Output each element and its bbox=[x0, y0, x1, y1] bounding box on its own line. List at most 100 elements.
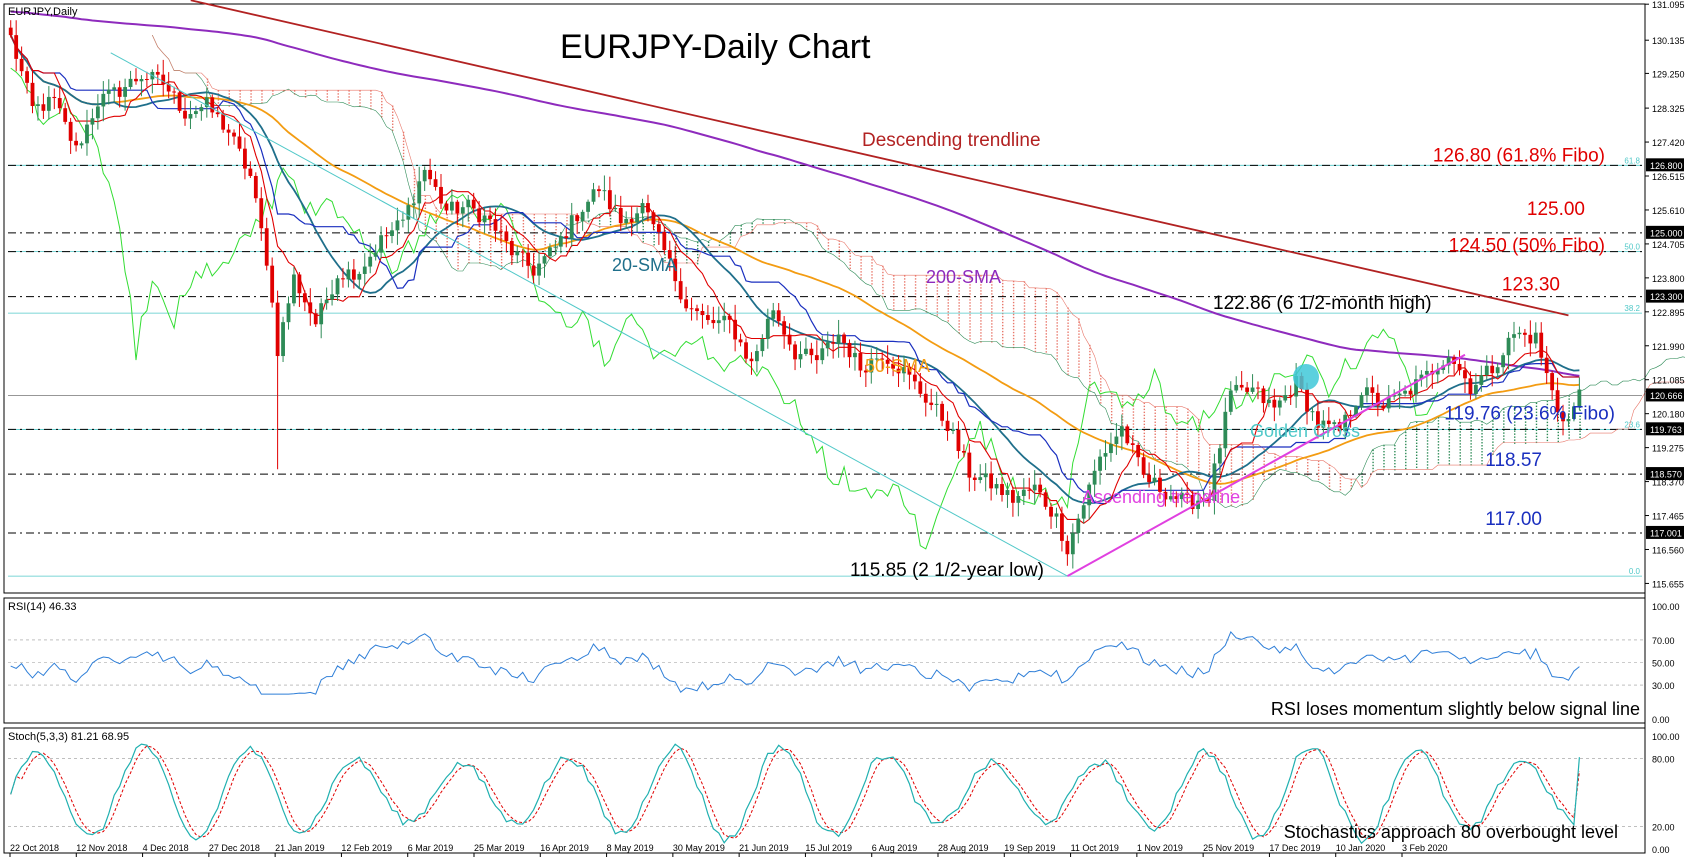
cloud-dot bbox=[370, 93, 372, 95]
cloud-dot bbox=[261, 99, 263, 101]
candle-body bbox=[493, 219, 498, 231]
cloud-dot bbox=[1034, 305, 1037, 308]
cloud-dot bbox=[1023, 344, 1026, 346]
cloud-dot bbox=[206, 84, 209, 86]
cloud-dot bbox=[1546, 436, 1549, 439]
candle-body bbox=[1365, 387, 1369, 396]
candle-body bbox=[1397, 393, 1402, 396]
senkou-span-a bbox=[152, 34, 1685, 509]
cloud-dot bbox=[991, 299, 993, 301]
cloud-dot bbox=[544, 243, 546, 246]
cloud-dot bbox=[969, 299, 971, 301]
cloud-dot bbox=[980, 317, 982, 319]
cloud-dot bbox=[457, 237, 459, 240]
candle-body bbox=[640, 203, 645, 214]
cloud-dot bbox=[1514, 409, 1516, 411]
cloud-dot bbox=[1535, 414, 1538, 417]
candle-body bbox=[488, 215, 492, 220]
cloud-dot bbox=[391, 126, 394, 128]
cloud-dot bbox=[871, 268, 873, 270]
cloud-dot bbox=[991, 314, 993, 316]
cloud-dot bbox=[1568, 416, 1570, 418]
candle-body bbox=[820, 348, 825, 361]
cloud-dot bbox=[1470, 431, 1472, 433]
cloud-dot bbox=[413, 183, 416, 186]
cloud-dot bbox=[925, 299, 928, 301]
cloud-dot bbox=[903, 278, 906, 280]
candle-body bbox=[1326, 420, 1331, 425]
cloud-dot bbox=[1372, 470, 1374, 473]
cloud-dot bbox=[893, 287, 895, 289]
candle-body bbox=[455, 201, 460, 214]
cloud-dot bbox=[1405, 443, 1407, 446]
cloud-dot bbox=[544, 222, 546, 225]
cloud-dot bbox=[1372, 455, 1374, 458]
candle-body bbox=[951, 429, 955, 432]
cloud-dot bbox=[1241, 444, 1244, 446]
cloud-dot bbox=[1176, 439, 1178, 441]
cloud-dot bbox=[1078, 333, 1080, 335]
candle-body bbox=[531, 265, 536, 276]
candle-body bbox=[1561, 412, 1565, 422]
date-tick-label: 21 Jan 2019 bbox=[275, 843, 325, 853]
cloud-dot bbox=[1426, 455, 1429, 457]
cloud-dot bbox=[1143, 414, 1146, 417]
candle-body bbox=[1207, 499, 1211, 502]
cloud-dot bbox=[664, 256, 666, 259]
cloud-dot bbox=[609, 223, 612, 226]
cloud-dot bbox=[1437, 420, 1440, 422]
cloud-dot bbox=[1459, 458, 1461, 460]
cloud-dot bbox=[1034, 290, 1037, 293]
candle-body bbox=[863, 370, 868, 373]
cloud-dot bbox=[1187, 429, 1189, 431]
cloud-dot bbox=[838, 243, 841, 245]
stoch-tick-label: 20.00 bbox=[1652, 822, 1675, 832]
cloud-dot bbox=[1426, 422, 1429, 424]
cloud-dot bbox=[1002, 303, 1004, 306]
cloud-dot bbox=[1274, 465, 1276, 467]
cloud-dot bbox=[457, 216, 459, 219]
cloud-dot bbox=[1132, 411, 1135, 413]
cloud-dot bbox=[1045, 300, 1047, 302]
cloud-dot bbox=[958, 278, 960, 280]
cloud-dot bbox=[1045, 345, 1047, 347]
cloud-dot bbox=[1339, 480, 1342, 482]
cloud-dot bbox=[1241, 459, 1244, 461]
cloud-dot bbox=[1535, 423, 1538, 426]
cloud-dot bbox=[500, 246, 503, 249]
price-tick-label: 131.095 bbox=[1652, 0, 1685, 10]
cloud-dot bbox=[522, 237, 525, 240]
cloud-dot bbox=[402, 146, 405, 149]
cloud-dot bbox=[686, 259, 688, 261]
cloud-dot bbox=[1023, 296, 1026, 298]
cloud-dot bbox=[1045, 336, 1047, 338]
date-tick-label: 1 Nov 2019 bbox=[1137, 843, 1183, 853]
cloud-dot bbox=[936, 305, 939, 307]
cloud-dot bbox=[1023, 329, 1026, 331]
cloud-dot bbox=[991, 341, 993, 343]
cloud-dot bbox=[1089, 368, 1091, 371]
cloud-dot bbox=[1012, 295, 1015, 298]
cloud-dot bbox=[1121, 419, 1124, 421]
candle-body bbox=[902, 367, 906, 374]
cloud-dot bbox=[1492, 435, 1494, 437]
cloud-dot bbox=[1459, 422, 1461, 424]
cloud-dot bbox=[1056, 352, 1058, 354]
cloud-dot bbox=[402, 140, 405, 143]
candle-body bbox=[1414, 379, 1418, 395]
cloud-dot bbox=[1154, 433, 1156, 435]
candle-body bbox=[831, 342, 836, 344]
cloud-dot bbox=[1208, 492, 1211, 494]
cloud-dot bbox=[1154, 418, 1156, 420]
cloud-dot bbox=[991, 278, 993, 280]
cloud-dot bbox=[1154, 409, 1156, 411]
cloud-dot bbox=[1154, 445, 1156, 447]
cloud-dot bbox=[522, 216, 525, 219]
cloud-dot bbox=[424, 219, 427, 221]
cloud-dot bbox=[991, 329, 993, 331]
cloud-dot bbox=[969, 305, 971, 307]
cloud-dot bbox=[969, 317, 971, 319]
cloud-dot bbox=[1579, 418, 1581, 420]
cloud-dot bbox=[391, 129, 394, 131]
cloud-dot bbox=[936, 275, 939, 277]
